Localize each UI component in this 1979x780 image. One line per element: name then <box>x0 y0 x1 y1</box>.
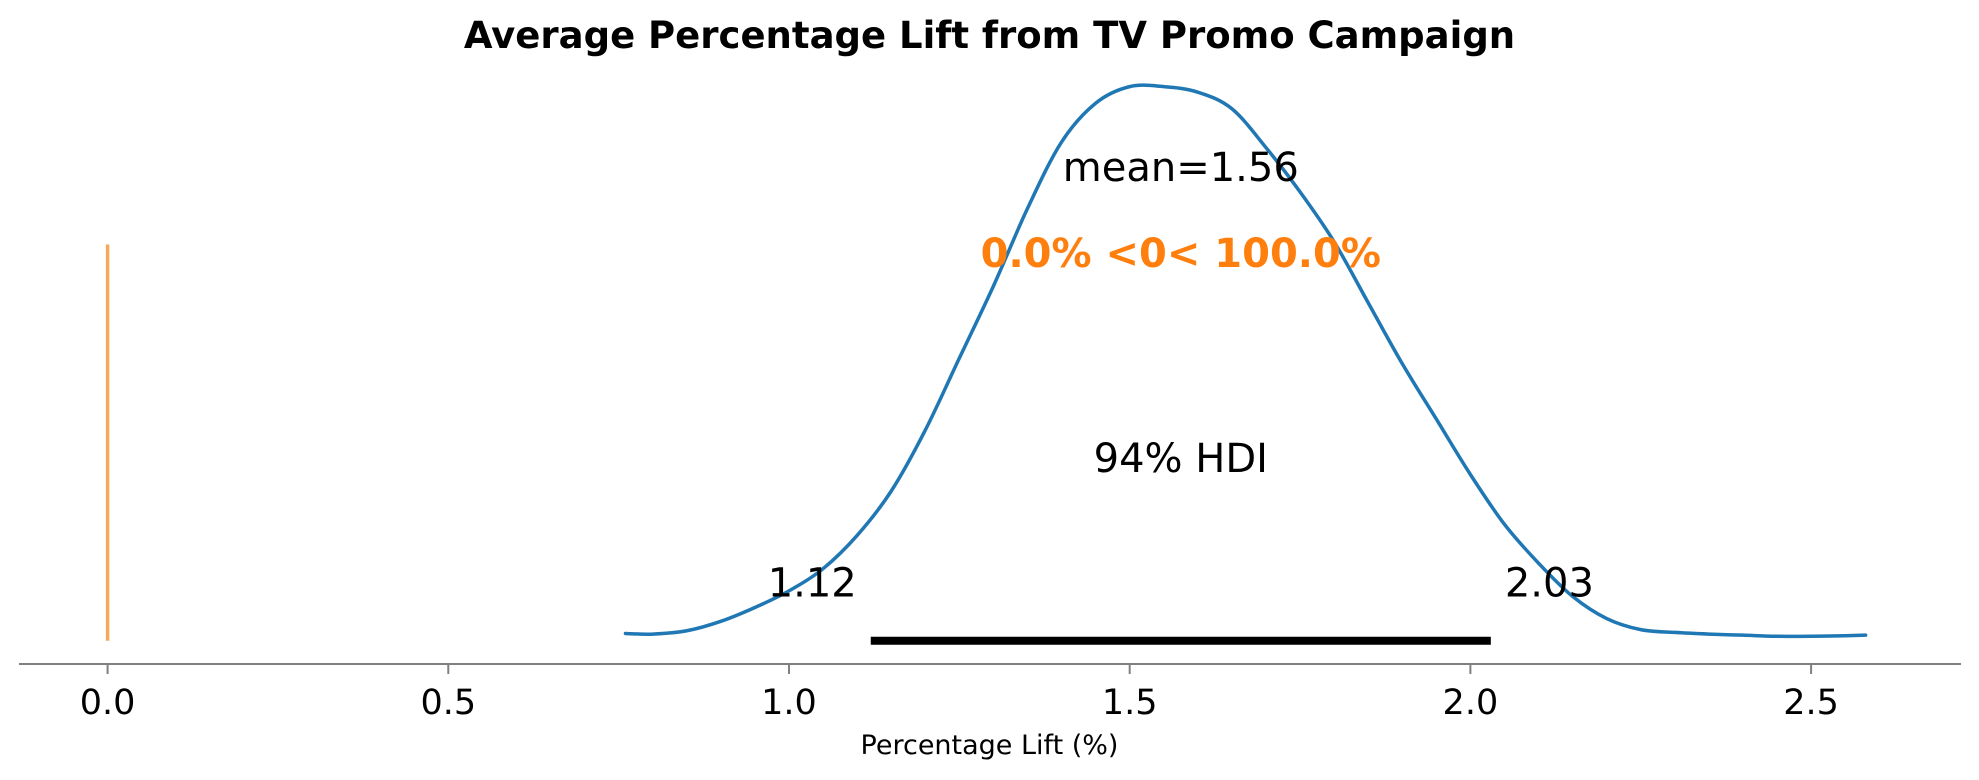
x-tick-label: 2.5 <box>1783 683 1839 723</box>
hdi-high-label: 2.03 <box>1505 560 1594 606</box>
reference-probability-label: 0.0% <0< 100.0% <box>981 231 1381 277</box>
x-tick-label: 0.5 <box>420 683 476 723</box>
chart-title: Average Percentage Lift from TV Promo Ca… <box>464 14 1515 57</box>
x-tick-label: 1.5 <box>1102 683 1158 723</box>
mean-label: mean=1.56 <box>1063 145 1299 191</box>
x-axis-ticks: 0.0 0.5 1.0 1.5 2.0 2.5 <box>80 664 1839 723</box>
x-tick-label: 1.0 <box>761 683 817 723</box>
density-curve-0 <box>623 83 1868 639</box>
hdi-low-label: 1.12 <box>768 560 857 606</box>
x-tick-label: 0.0 <box>80 683 136 723</box>
hdi-label: 94% HDI <box>1094 436 1268 482</box>
plot-area <box>105 83 1868 645</box>
x-tick-label: 2.0 <box>1443 683 1499 723</box>
x-axis-label: Percentage Lift (%) <box>861 730 1119 761</box>
